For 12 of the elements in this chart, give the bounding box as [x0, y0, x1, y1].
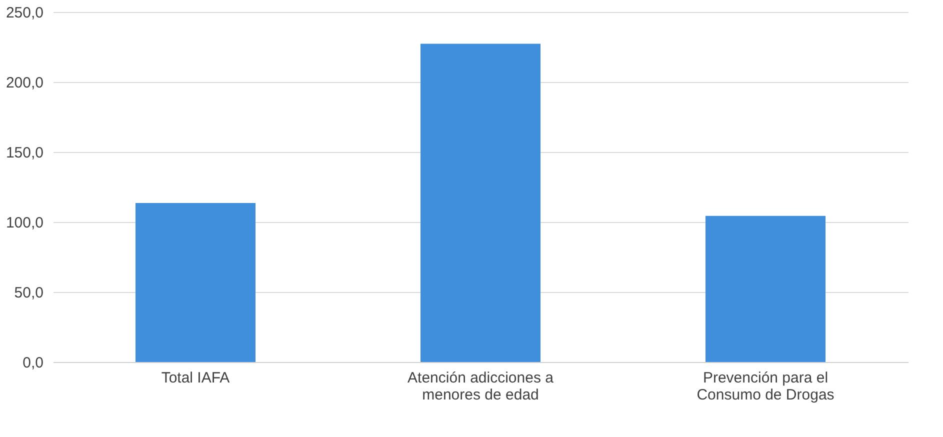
x-tick-label: Atención adicciones a menores de edad	[408, 370, 554, 404]
x-tick-label: Prevención para el Consumo de Drogas	[696, 370, 834, 404]
y-tick-label: 0,0	[22, 354, 44, 372]
y-tick-label: 250,0	[6, 4, 44, 22]
bar	[420, 44, 540, 362]
y-tick-label: 150,0	[6, 144, 44, 162]
bar	[706, 216, 826, 362]
y-tick-label: 50,0	[14, 284, 44, 302]
bar	[136, 202, 256, 362]
y-tick-label: 100,0	[6, 214, 44, 232]
x-tick-label: Total IAFA	[161, 370, 230, 386]
y-tick-label: 200,0	[6, 74, 44, 92]
